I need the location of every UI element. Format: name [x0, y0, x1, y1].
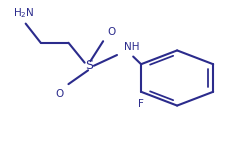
Text: H$_2$N: H$_2$N — [13, 6, 34, 20]
Text: O: O — [55, 89, 64, 99]
Text: O: O — [108, 27, 116, 37]
Text: NH: NH — [124, 42, 139, 52]
Text: S: S — [85, 59, 93, 72]
Text: F: F — [138, 100, 144, 110]
